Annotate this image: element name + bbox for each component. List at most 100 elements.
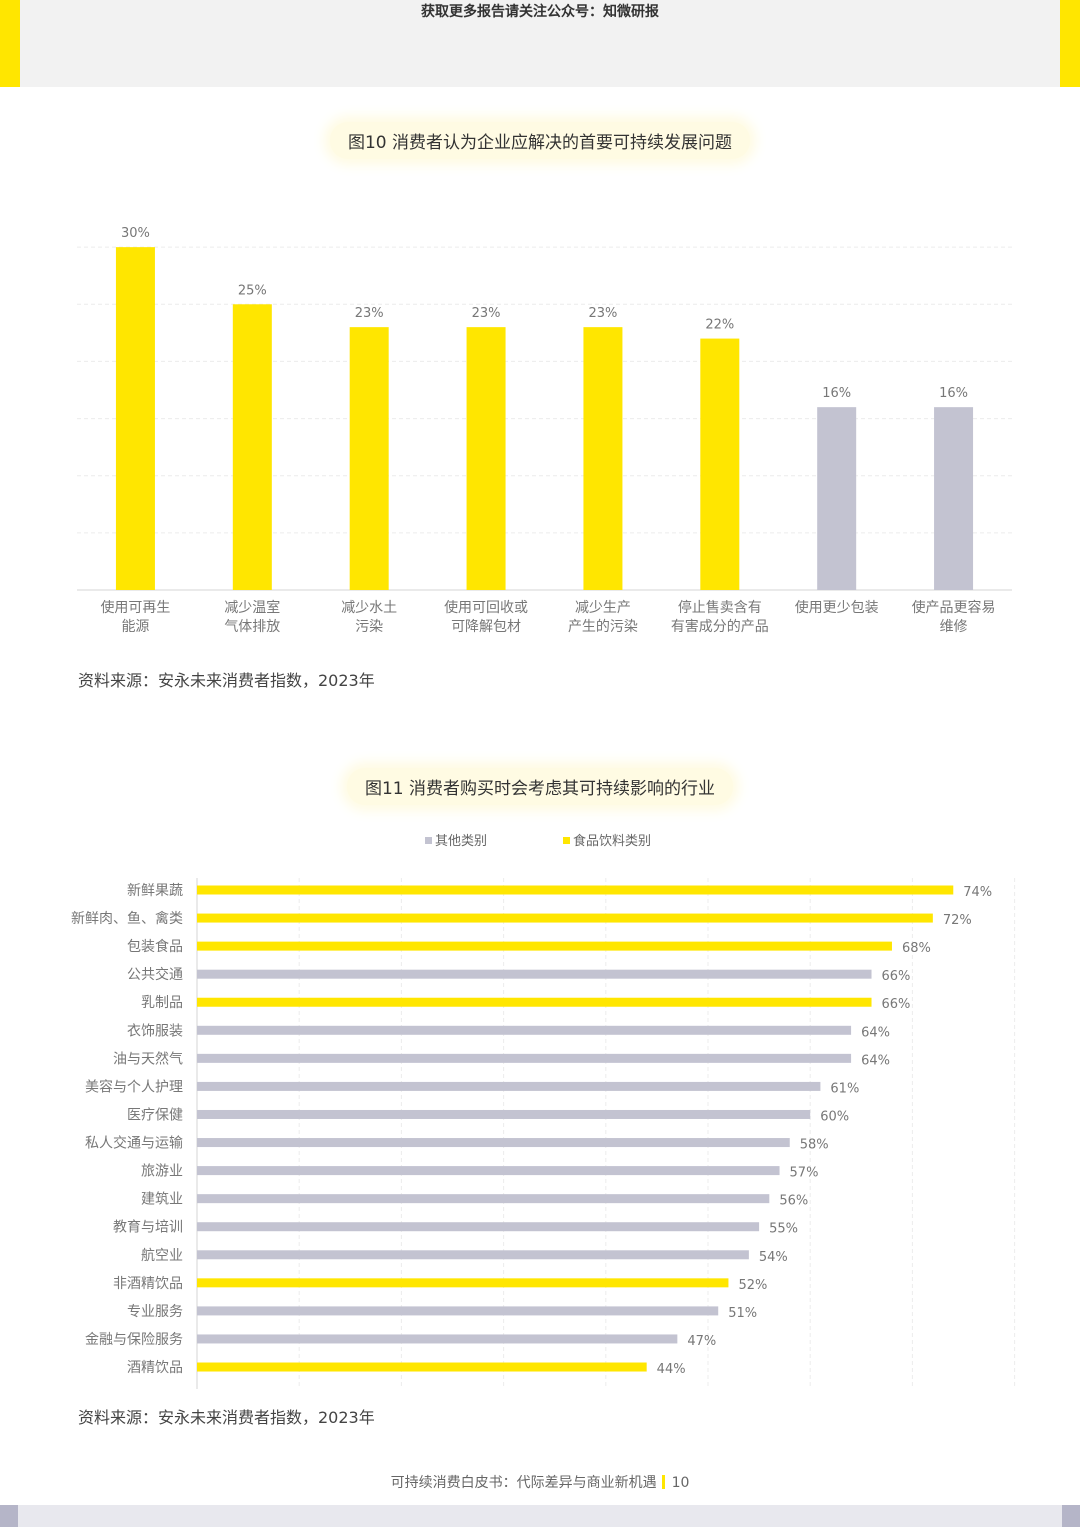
category-label: 航空业 bbox=[141, 1248, 183, 1264]
category-label: 旅游业 bbox=[141, 1164, 183, 1180]
legend-item-other: 其他类别 bbox=[425, 830, 487, 849]
figure11-chart: 新鲜果蔬 74% 新鲜肉、鱼、禽类 72% 包装食品 68% 公共交通 66% 乳制品 66% 衣饰… bbox=[0, 870, 1080, 1390]
category-label: 教育与培训 bbox=[113, 1220, 183, 1236]
category-label: 污染 bbox=[355, 619, 383, 635]
category-label: 气体排放 bbox=[224, 619, 280, 635]
bar bbox=[197, 1025, 852, 1035]
category-label: 酒精饮品 bbox=[127, 1360, 183, 1376]
bar bbox=[197, 1053, 852, 1063]
figure10-source: 资料来源：安永未来消费者指数，2023年 bbox=[78, 671, 375, 690]
category-label: 使用更少包装 bbox=[795, 599, 879, 616]
category-label: 可降解包材 bbox=[451, 619, 521, 635]
bar-value-label: 68% bbox=[902, 941, 931, 956]
bar bbox=[197, 1222, 760, 1232]
category-label: 非酒精饮品 bbox=[113, 1276, 183, 1292]
bar-value-label: 64% bbox=[861, 1053, 890, 1068]
top-band bbox=[0, 0, 1080, 87]
bar bbox=[197, 1081, 821, 1091]
bar-value-label: 51% bbox=[728, 1306, 757, 1321]
top-accent-right bbox=[1060, 0, 1080, 87]
header-notice: 获取更多报告请关注公众号：知微研报 bbox=[421, 4, 659, 20]
legend-label-food: 食品饮料类别 bbox=[573, 834, 652, 849]
bar-value-label: 22% bbox=[705, 318, 734, 333]
category-label: 私人交通与运输 bbox=[85, 1135, 183, 1152]
bar bbox=[197, 969, 872, 979]
category-label: 减少生产 bbox=[575, 600, 631, 616]
bar bbox=[817, 407, 857, 590]
figure11-svg: 新鲜果蔬 74% 新鲜肉、鱼、禽类 72% 包装食品 68% 公共交通 66% 乳制品 66% 衣饰… bbox=[71, 878, 1016, 1390]
category-label: 停止售卖含有 bbox=[678, 599, 762, 616]
top-accent-left bbox=[0, 0, 20, 87]
category-label: 产生的污染 bbox=[568, 619, 638, 635]
legend-label-other: 其他类别 bbox=[435, 834, 488, 849]
category-label: 使产品更容易 bbox=[912, 599, 996, 616]
category-label: 使用可再生 bbox=[100, 599, 170, 616]
figure11-source: 资料来源：安永未来消费者指数，2023年 bbox=[78, 1408, 375, 1427]
bar bbox=[349, 327, 389, 590]
bar bbox=[197, 1306, 719, 1316]
category-label: 油与天然气 bbox=[113, 1050, 183, 1067]
bar bbox=[197, 1138, 790, 1148]
category-label: 公共交通 bbox=[127, 966, 183, 983]
bar bbox=[197, 997, 872, 1007]
category-label: 衣饰服装 bbox=[127, 1023, 183, 1039]
bar-value-label: 23% bbox=[588, 306, 617, 321]
bar-value-label: 23% bbox=[355, 306, 384, 321]
bar bbox=[197, 1109, 811, 1119]
bottom-accent-left bbox=[0, 1505, 18, 1527]
bar-value-label: 55% bbox=[769, 1222, 798, 1237]
bar bbox=[197, 913, 933, 923]
legend-swatch-other bbox=[425, 837, 432, 844]
category-label: 能源 bbox=[121, 619, 149, 635]
category-label: 包装食品 bbox=[127, 938, 183, 955]
category-label: 乳制品 bbox=[141, 995, 183, 1011]
category-label: 美容与个人护理 bbox=[85, 1078, 183, 1095]
figure11-title-wrap: 图11 消费者购买时会考虑其可持续影响的行业 bbox=[0, 768, 1080, 805]
category-label: 减少温室 bbox=[224, 599, 280, 616]
bar bbox=[700, 338, 740, 590]
bar-value-label: 23% bbox=[472, 306, 501, 321]
bar bbox=[197, 1278, 729, 1288]
bar-value-label: 25% bbox=[238, 283, 267, 298]
bar-value-label: 57% bbox=[790, 1166, 819, 1181]
bottom-accent-right bbox=[1062, 1505, 1080, 1527]
figure10-title: 图10 消费者认为企业应解决的首要可持续发展问题 bbox=[329, 122, 751, 159]
category-label: 有害成分的产品 bbox=[671, 619, 769, 635]
category-label: 减少水土 bbox=[341, 600, 397, 616]
bar-value-label: 61% bbox=[830, 1081, 859, 1096]
figure10-title-wrap: 图10 消费者认为企业应解决的首要可持续发展问题 bbox=[0, 122, 1080, 159]
bar-value-label: 52% bbox=[738, 1278, 767, 1293]
bar-value-label: 66% bbox=[882, 969, 911, 984]
category-label: 医疗保健 bbox=[127, 1107, 183, 1123]
category-label: 建筑业 bbox=[141, 1192, 183, 1208]
bar bbox=[115, 247, 155, 590]
bar bbox=[197, 1250, 749, 1260]
bar-value-label: 30% bbox=[121, 226, 150, 241]
bar bbox=[583, 327, 623, 590]
bar bbox=[197, 1194, 770, 1204]
category-label: 维修 bbox=[940, 619, 968, 635]
bar-value-label: 74% bbox=[963, 885, 992, 900]
bar-value-label: 16% bbox=[822, 386, 851, 401]
category-label: 新鲜果蔬 bbox=[127, 883, 183, 899]
bar bbox=[197, 1334, 678, 1344]
bar-value-label: 44% bbox=[657, 1362, 686, 1377]
bar-value-label: 58% bbox=[800, 1138, 829, 1153]
category-label: 新鲜肉、鱼、禽类 bbox=[71, 910, 183, 927]
category-label: 金融与保险服务 bbox=[85, 1332, 183, 1348]
bottom-band bbox=[0, 1505, 1080, 1527]
bar-value-label: 47% bbox=[687, 1334, 716, 1349]
bar-value-label: 72% bbox=[943, 913, 972, 928]
bar-value-label: 56% bbox=[779, 1194, 808, 1209]
figure11-title: 图11 消费者购买时会考虑其可持续影响的行业 bbox=[346, 768, 734, 805]
category-label: 专业服务 bbox=[127, 1304, 183, 1320]
footer: 可持续消费白皮书：代际差异与商业新机遇 10 bbox=[0, 1472, 1080, 1492]
bar bbox=[197, 941, 892, 951]
figure10-chart: 30% 使用可再生 能源 25% 减少温室 气体排放 23% 减少水土 污染 23% 使用可回收或可… bbox=[0, 180, 1080, 650]
bar bbox=[197, 1166, 780, 1176]
footer-divider bbox=[661, 1475, 665, 1489]
bar-value-label: 64% bbox=[861, 1025, 890, 1040]
bar bbox=[934, 407, 974, 590]
bar bbox=[197, 885, 954, 895]
